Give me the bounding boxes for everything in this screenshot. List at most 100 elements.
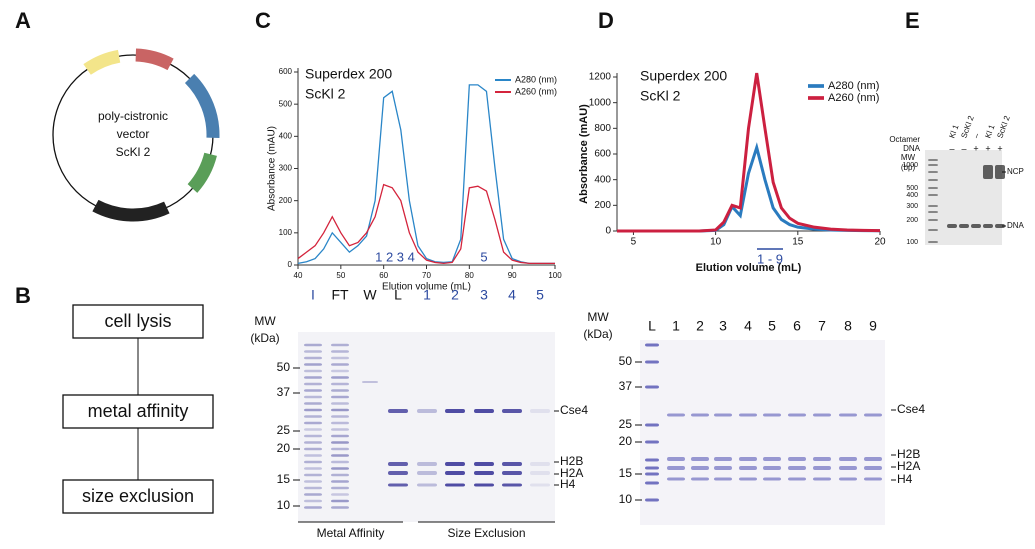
series-line: [298, 185, 555, 264]
x-tick-label: 70: [422, 271, 431, 280]
series-line: [298, 85, 555, 264]
lane-label: 4: [508, 287, 516, 303]
y-tick-label: 1000: [589, 97, 612, 108]
lane-label: 9: [869, 318, 877, 334]
y-tick-label: 200: [594, 200, 611, 211]
dna-sign: +: [985, 143, 990, 153]
mw-title: (kDa): [250, 331, 279, 345]
gel-band: [417, 484, 437, 487]
gel-band: [739, 414, 757, 417]
series-line: [617, 148, 880, 231]
gel-band: [763, 457, 781, 461]
gel-band: [304, 357, 322, 360]
annotation: 1 2 3 4: [375, 249, 415, 264]
gel-band: [959, 224, 969, 228]
gel-band: [304, 435, 322, 438]
gel-band: [331, 370, 349, 373]
gel-band: [331, 428, 349, 431]
gel-band: [474, 471, 494, 475]
panel-label: C: [255, 8, 271, 33]
gel-band: [739, 457, 757, 461]
mw-title: MW: [254, 314, 276, 328]
legend-label: A260 (nm): [828, 92, 879, 104]
mw-title: MW: [587, 310, 609, 324]
gene: [87, 56, 119, 69]
row-label: Octamer: [889, 135, 920, 144]
gel-band: [788, 478, 806, 481]
gene: [136, 55, 171, 64]
chart-subtitle: ScKl 2: [305, 86, 346, 102]
gel-band: [417, 462, 437, 466]
row-label: DNA: [903, 144, 921, 153]
gel-band: [928, 205, 938, 207]
step-label: size exclusion: [82, 486, 194, 506]
band-label: H2A: [897, 459, 920, 473]
chart-subtitle: ScKl 2: [640, 88, 681, 104]
gel-band: [417, 409, 437, 413]
gel-band: [813, 478, 831, 481]
gel-band: [502, 409, 522, 413]
lane-label: 4: [744, 318, 752, 334]
gel-band: [304, 474, 322, 477]
lane-label: 5: [536, 287, 544, 303]
y-tick-label: 100: [279, 228, 293, 237]
x-tick-label: 20: [874, 237, 886, 248]
x-tick-label: 100: [548, 271, 562, 280]
gel-band: [667, 478, 685, 481]
mw-label: 300: [906, 203, 918, 210]
gel-band: [645, 459, 659, 462]
gel-band: [304, 428, 322, 431]
gel-band: [813, 414, 831, 417]
mw-label: 50: [277, 360, 291, 374]
gel-band: [331, 480, 349, 483]
gel-band: [331, 454, 349, 457]
gel-band: [645, 424, 659, 427]
gel-band: [474, 484, 494, 487]
gel-band: [645, 386, 659, 389]
lane-label: W: [363, 287, 377, 303]
y-tick-label: 600: [279, 67, 293, 76]
gel-band: [304, 448, 322, 451]
gel-band: [928, 241, 938, 243]
gel-band: [530, 409, 550, 413]
gel-band: [667, 414, 685, 417]
gel-band: [763, 414, 781, 417]
gel-band: [304, 487, 322, 490]
gel-band: [714, 457, 732, 461]
gel-band: [331, 396, 349, 399]
gel-band: [304, 493, 322, 496]
gel-band: [304, 506, 322, 509]
gel-band: [304, 350, 322, 353]
gel-band: [331, 506, 349, 509]
gel-band: [388, 409, 408, 413]
gel-band: [388, 462, 408, 466]
gel-band: [304, 500, 322, 503]
gel-band: [530, 462, 550, 466]
gel-band: [928, 187, 938, 189]
band-label: H4: [560, 477, 576, 491]
annotation: 5: [480, 249, 487, 264]
gel-band: [691, 457, 709, 461]
gel-band: [331, 350, 349, 353]
gel-band: [947, 224, 957, 228]
gel-band: [474, 462, 494, 466]
gel-band: [864, 414, 882, 417]
lane-label: 6: [793, 318, 801, 334]
panel-label: A: [15, 8, 31, 33]
mw-label: 10: [619, 492, 633, 506]
gel-band: [928, 194, 938, 196]
y-tick-label: 0: [288, 260, 293, 269]
gel-band: [645, 473, 659, 476]
x-tick-label: 90: [508, 271, 517, 280]
gel-band: [667, 466, 685, 470]
gel-band: [788, 457, 806, 461]
gel-band: [304, 454, 322, 457]
gel-band: [928, 211, 938, 213]
band-label: NCP: [1007, 167, 1024, 176]
gel-band: [331, 448, 349, 451]
gene: [192, 154, 210, 188]
dna-sign: +: [997, 143, 1002, 153]
gel-band: [928, 179, 938, 181]
mw-label: 50: [619, 354, 633, 368]
gel-band: [928, 229, 938, 231]
